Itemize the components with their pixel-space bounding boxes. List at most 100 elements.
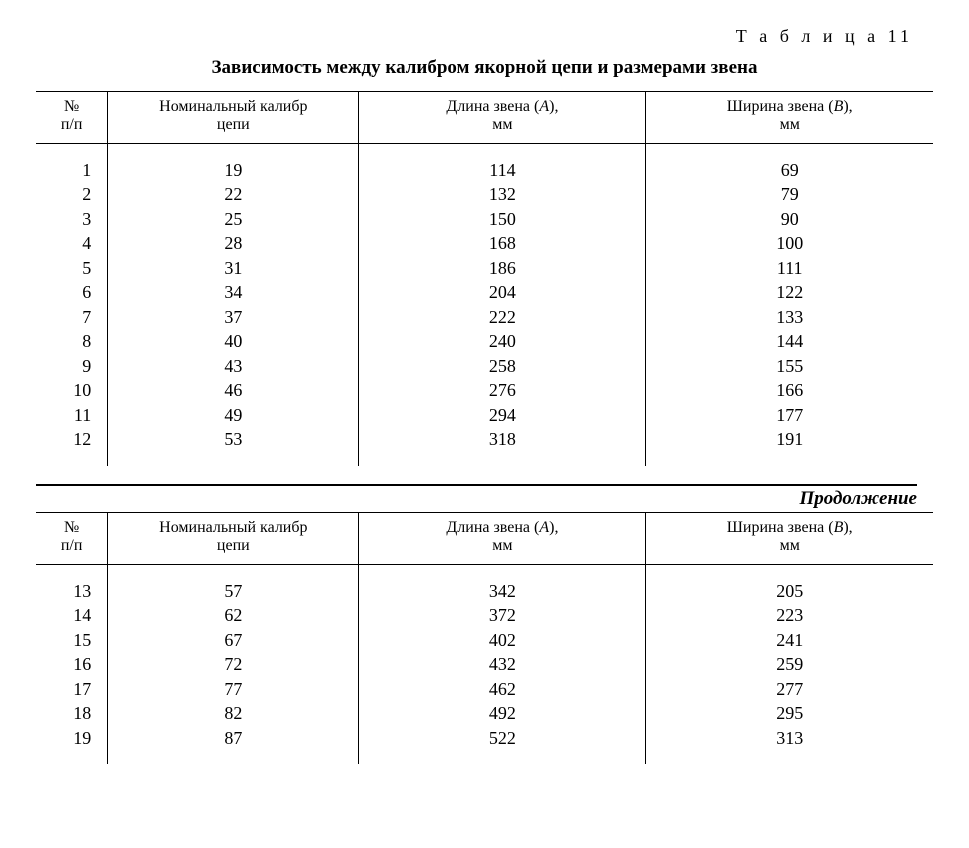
table-caption: Зависимость между калибром якорной цепи … <box>36 57 933 79</box>
cell-length: 522 <box>359 726 646 751</box>
cell-length: 150 <box>359 207 646 232</box>
cell-width: 144 <box>646 329 933 354</box>
cell-number: 7 <box>36 305 108 330</box>
cell-caliber: 28 <box>108 231 359 256</box>
col-header-length: Длина звена (A), мм <box>359 92 646 144</box>
cell-length: 114 <box>359 158 646 183</box>
cell-length: 402 <box>359 628 646 653</box>
cell-length: 258 <box>359 354 646 379</box>
cell-number: 11 <box>36 403 108 428</box>
cell-caliber: 43 <box>108 354 359 379</box>
cell-caliber: 22 <box>108 182 359 207</box>
cell-width: 259 <box>646 652 933 677</box>
cell-length: 462 <box>359 677 646 702</box>
cell-length: 168 <box>359 231 646 256</box>
cell-width: 205 <box>646 579 933 604</box>
cell-width: 111 <box>646 256 933 281</box>
cell-width: 133 <box>646 305 933 330</box>
table-row: 32515090 <box>36 207 933 232</box>
cell-width: 122 <box>646 280 933 305</box>
table-header-row: № п/п Номинальный калибр цепи Длина звен… <box>36 92 933 144</box>
chain-table-2: № п/п Номинальный калибр цепи Длина звен… <box>36 512 933 764</box>
col-header-length: Длина звена (A), мм <box>359 512 646 564</box>
cell-number: 5 <box>36 256 108 281</box>
cell-caliber: 34 <box>108 280 359 305</box>
cell-length: 372 <box>359 603 646 628</box>
cell-width: 313 <box>646 726 933 751</box>
cell-width: 166 <box>646 378 933 403</box>
cell-number: 12 <box>36 427 108 452</box>
col-header-width: Ширина звена (B), мм <box>646 92 933 144</box>
table-row: 11911469 <box>36 158 933 183</box>
cell-caliber: 72 <box>108 652 359 677</box>
cell-length: 318 <box>359 427 646 452</box>
table-row: 1253318191 <box>36 427 933 452</box>
table-row: 1987522313 <box>36 726 933 751</box>
table-row: 1357342205 <box>36 579 933 604</box>
cell-caliber: 37 <box>108 305 359 330</box>
table-row: 943258155 <box>36 354 933 379</box>
table-row: 1567402241 <box>36 628 933 653</box>
cell-width: 69 <box>646 158 933 183</box>
cell-caliber: 40 <box>108 329 359 354</box>
cell-number: 4 <box>36 231 108 256</box>
table-row: 1149294177 <box>36 403 933 428</box>
cell-length: 222 <box>359 305 646 330</box>
cell-length: 342 <box>359 579 646 604</box>
cell-caliber: 82 <box>108 701 359 726</box>
cell-number: 15 <box>36 628 108 653</box>
cell-number: 3 <box>36 207 108 232</box>
col-header-number: № п/п <box>36 92 108 144</box>
cell-number: 18 <box>36 701 108 726</box>
cell-width: 191 <box>646 427 933 452</box>
table-row: 1462372223 <box>36 603 933 628</box>
cell-width: 100 <box>646 231 933 256</box>
cell-number: 8 <box>36 329 108 354</box>
cell-number: 6 <box>36 280 108 305</box>
cell-caliber: 49 <box>108 403 359 428</box>
cell-caliber: 67 <box>108 628 359 653</box>
table-row: 840240144 <box>36 329 933 354</box>
table-row: 1882492295 <box>36 701 933 726</box>
cell-number: 1 <box>36 158 108 183</box>
main-table-part-2: № п/п Номинальный калибр цепи Длина звен… <box>36 512 933 764</box>
table-row: 428168100 <box>36 231 933 256</box>
table-row: 1046276166 <box>36 378 933 403</box>
cell-width: 155 <box>646 354 933 379</box>
table-row: 1777462277 <box>36 677 933 702</box>
table-row: 22213279 <box>36 182 933 207</box>
cell-number: 2 <box>36 182 108 207</box>
cell-width: 79 <box>646 182 933 207</box>
cell-width: 277 <box>646 677 933 702</box>
table-row: 1672432259 <box>36 652 933 677</box>
cell-width: 241 <box>646 628 933 653</box>
main-table-part-1: № п/п Номинальный калибр цепи Длина звен… <box>36 91 933 466</box>
cell-caliber: 62 <box>108 603 359 628</box>
cell-width: 90 <box>646 207 933 232</box>
cell-number: 16 <box>36 652 108 677</box>
cell-length: 186 <box>359 256 646 281</box>
cell-caliber: 77 <box>108 677 359 702</box>
cell-length: 492 <box>359 701 646 726</box>
cell-number: 14 <box>36 603 108 628</box>
cell-width: 295 <box>646 701 933 726</box>
cell-caliber: 53 <box>108 427 359 452</box>
col-header-caliber: Номинальный калибр цепи <box>108 512 359 564</box>
cell-number: 10 <box>36 378 108 403</box>
cell-length: 240 <box>359 329 646 354</box>
table-row: 737222133 <box>36 305 933 330</box>
cell-number: 17 <box>36 677 108 702</box>
table-row: 634204122 <box>36 280 933 305</box>
cell-caliber: 57 <box>108 579 359 604</box>
table-row: 531186111 <box>36 256 933 281</box>
cell-caliber: 19 <box>108 158 359 183</box>
cell-length: 294 <box>359 403 646 428</box>
cell-length: 204 <box>359 280 646 305</box>
cell-caliber: 87 <box>108 726 359 751</box>
table-number-label: Т а б л и ц а 11 <box>36 26 913 47</box>
col-header-width: Ширина звена (B), мм <box>646 512 933 564</box>
cell-width: 223 <box>646 603 933 628</box>
col-header-caliber: Номинальный калибр цепи <box>108 92 359 144</box>
table-header-row: № п/п Номинальный калибр цепи Длина звен… <box>36 512 933 564</box>
col-header-number: № п/п <box>36 512 108 564</box>
